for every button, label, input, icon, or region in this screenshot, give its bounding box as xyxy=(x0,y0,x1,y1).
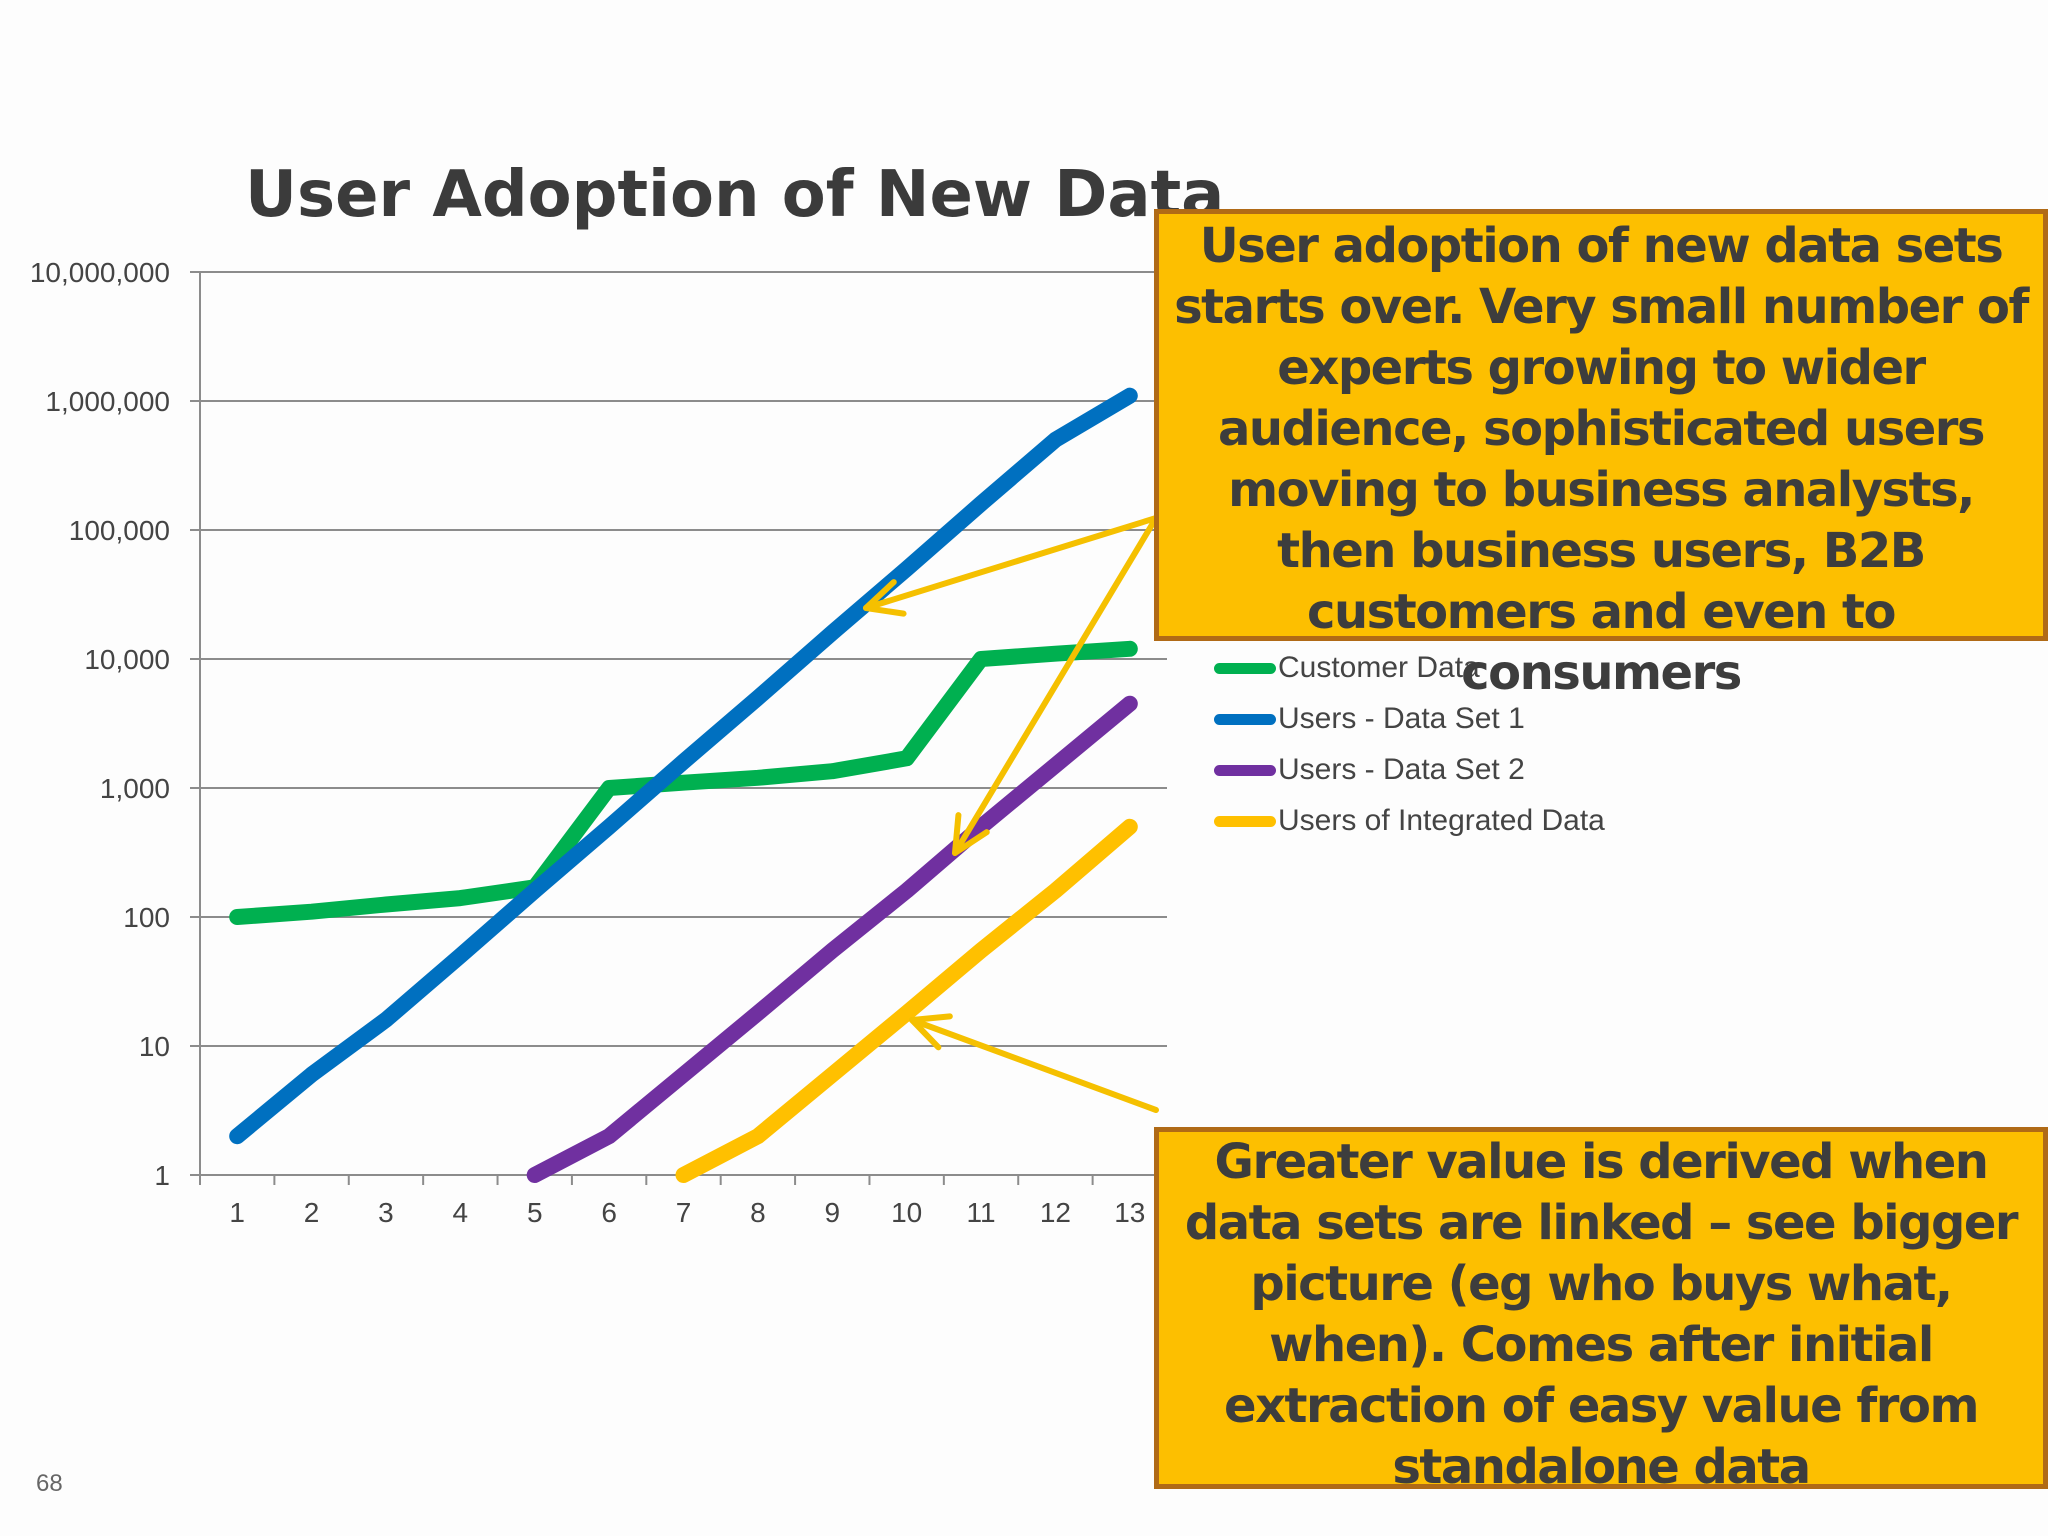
x-tick-label: 10 xyxy=(891,1197,922,1228)
x-tick-label: 9 xyxy=(824,1197,840,1228)
x-tick-label: 3 xyxy=(378,1197,394,1228)
callout-bottom: Greater value is derived when data sets … xyxy=(1154,1127,2048,1495)
x-tick-label: 8 xyxy=(750,1197,766,1228)
legend-swatch xyxy=(1214,662,1276,674)
callout-arrowhead xyxy=(952,812,990,856)
x-tick-label: 12 xyxy=(1040,1197,1071,1228)
x-tick-label: 11 xyxy=(966,1197,995,1228)
x-tick-label: 13 xyxy=(1114,1197,1145,1228)
legend-item: Users - Data Set 2 xyxy=(1214,750,1525,790)
callout-arrowhead xyxy=(863,579,907,617)
page-number: 68 xyxy=(36,1470,63,1497)
y-tick-label: 1,000 xyxy=(100,773,170,804)
series-lines xyxy=(229,387,1138,1183)
series-line xyxy=(229,387,1138,1145)
callout-arrows xyxy=(863,515,1159,1113)
legend-swatch xyxy=(1214,713,1276,725)
legend-swatch xyxy=(1214,764,1276,776)
x-tick-label: 4 xyxy=(453,1197,469,1228)
y-tick-label: 10 xyxy=(139,1031,170,1062)
series-line xyxy=(675,818,1138,1183)
series-line xyxy=(229,640,1138,925)
y-tick-label: 100 xyxy=(123,902,170,933)
chart-title: User Adoption of New Data xyxy=(245,158,1225,232)
callout-arrowhead xyxy=(909,1013,953,1051)
y-tick-label: 10,000,000 xyxy=(30,257,170,288)
y-tick-label: 1 xyxy=(154,1160,170,1191)
gridlines xyxy=(190,271,1167,1176)
legend-label: Users - Data Set 1 xyxy=(1278,702,1525,735)
x-tick-label: 5 xyxy=(527,1197,543,1228)
legend-label: Users - Data Set 2 xyxy=(1278,753,1525,786)
y-tick-label: 10,000 xyxy=(84,644,170,675)
x-tick-label: 7 xyxy=(676,1197,692,1228)
callout-arrow xyxy=(952,515,1159,856)
callout-arrow xyxy=(909,1017,1159,1113)
callout-arrow xyxy=(863,515,1159,611)
legend-label: Customer Data xyxy=(1278,651,1480,684)
callout-top: User adoption of new data sets starts ov… xyxy=(1154,209,2048,701)
legend-item: Users - Data Set 1 xyxy=(1214,699,1525,739)
x-tick-label: 1 xyxy=(229,1197,245,1228)
y-tick-label: 1,000,000 xyxy=(45,386,170,417)
series-line xyxy=(526,695,1138,1183)
legend-swatch xyxy=(1214,815,1276,827)
x-tick-label: 6 xyxy=(601,1197,617,1228)
y-tick-label: 100,000 xyxy=(69,515,170,546)
legend-label: Users of Integrated Data xyxy=(1278,804,1605,837)
legend-item: Users of Integrated Data xyxy=(1214,801,1605,841)
axes: 1 10 100 1,000 10,000 100,000 1,000,000 10,000,… xyxy=(30,257,1168,1228)
x-tick-label: 2 xyxy=(304,1197,320,1228)
legend-item: Customer Data xyxy=(1214,648,1480,688)
